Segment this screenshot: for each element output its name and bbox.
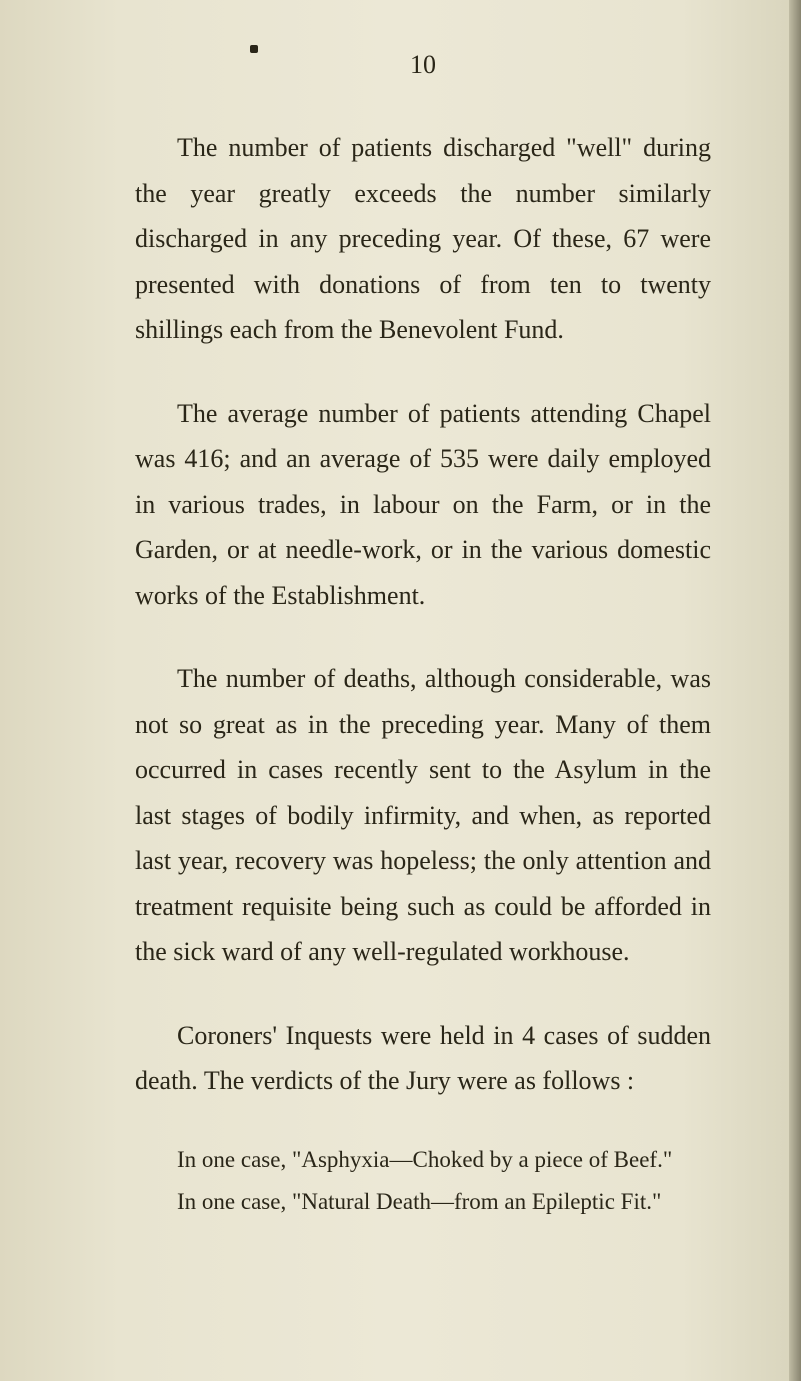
paragraph-4: Coroners' Inquests were held in 4 cases … xyxy=(135,1013,711,1104)
page-number: 10 xyxy=(135,50,711,80)
paragraph-1: The number of patients discharged "well"… xyxy=(135,125,711,353)
document-page: 10 The number of patients discharged "we… xyxy=(0,0,801,1381)
paragraph-2: The average number of patients attending… xyxy=(135,391,711,619)
paragraph-3: The number of deaths, although considera… xyxy=(135,656,711,975)
decorative-dot xyxy=(250,45,258,53)
inquest-item-2: In one case, "Natural Death—from an Epil… xyxy=(135,1184,711,1221)
inquest-item-1: In one case, "Asphyxia—Choked by a piece… xyxy=(135,1142,711,1179)
